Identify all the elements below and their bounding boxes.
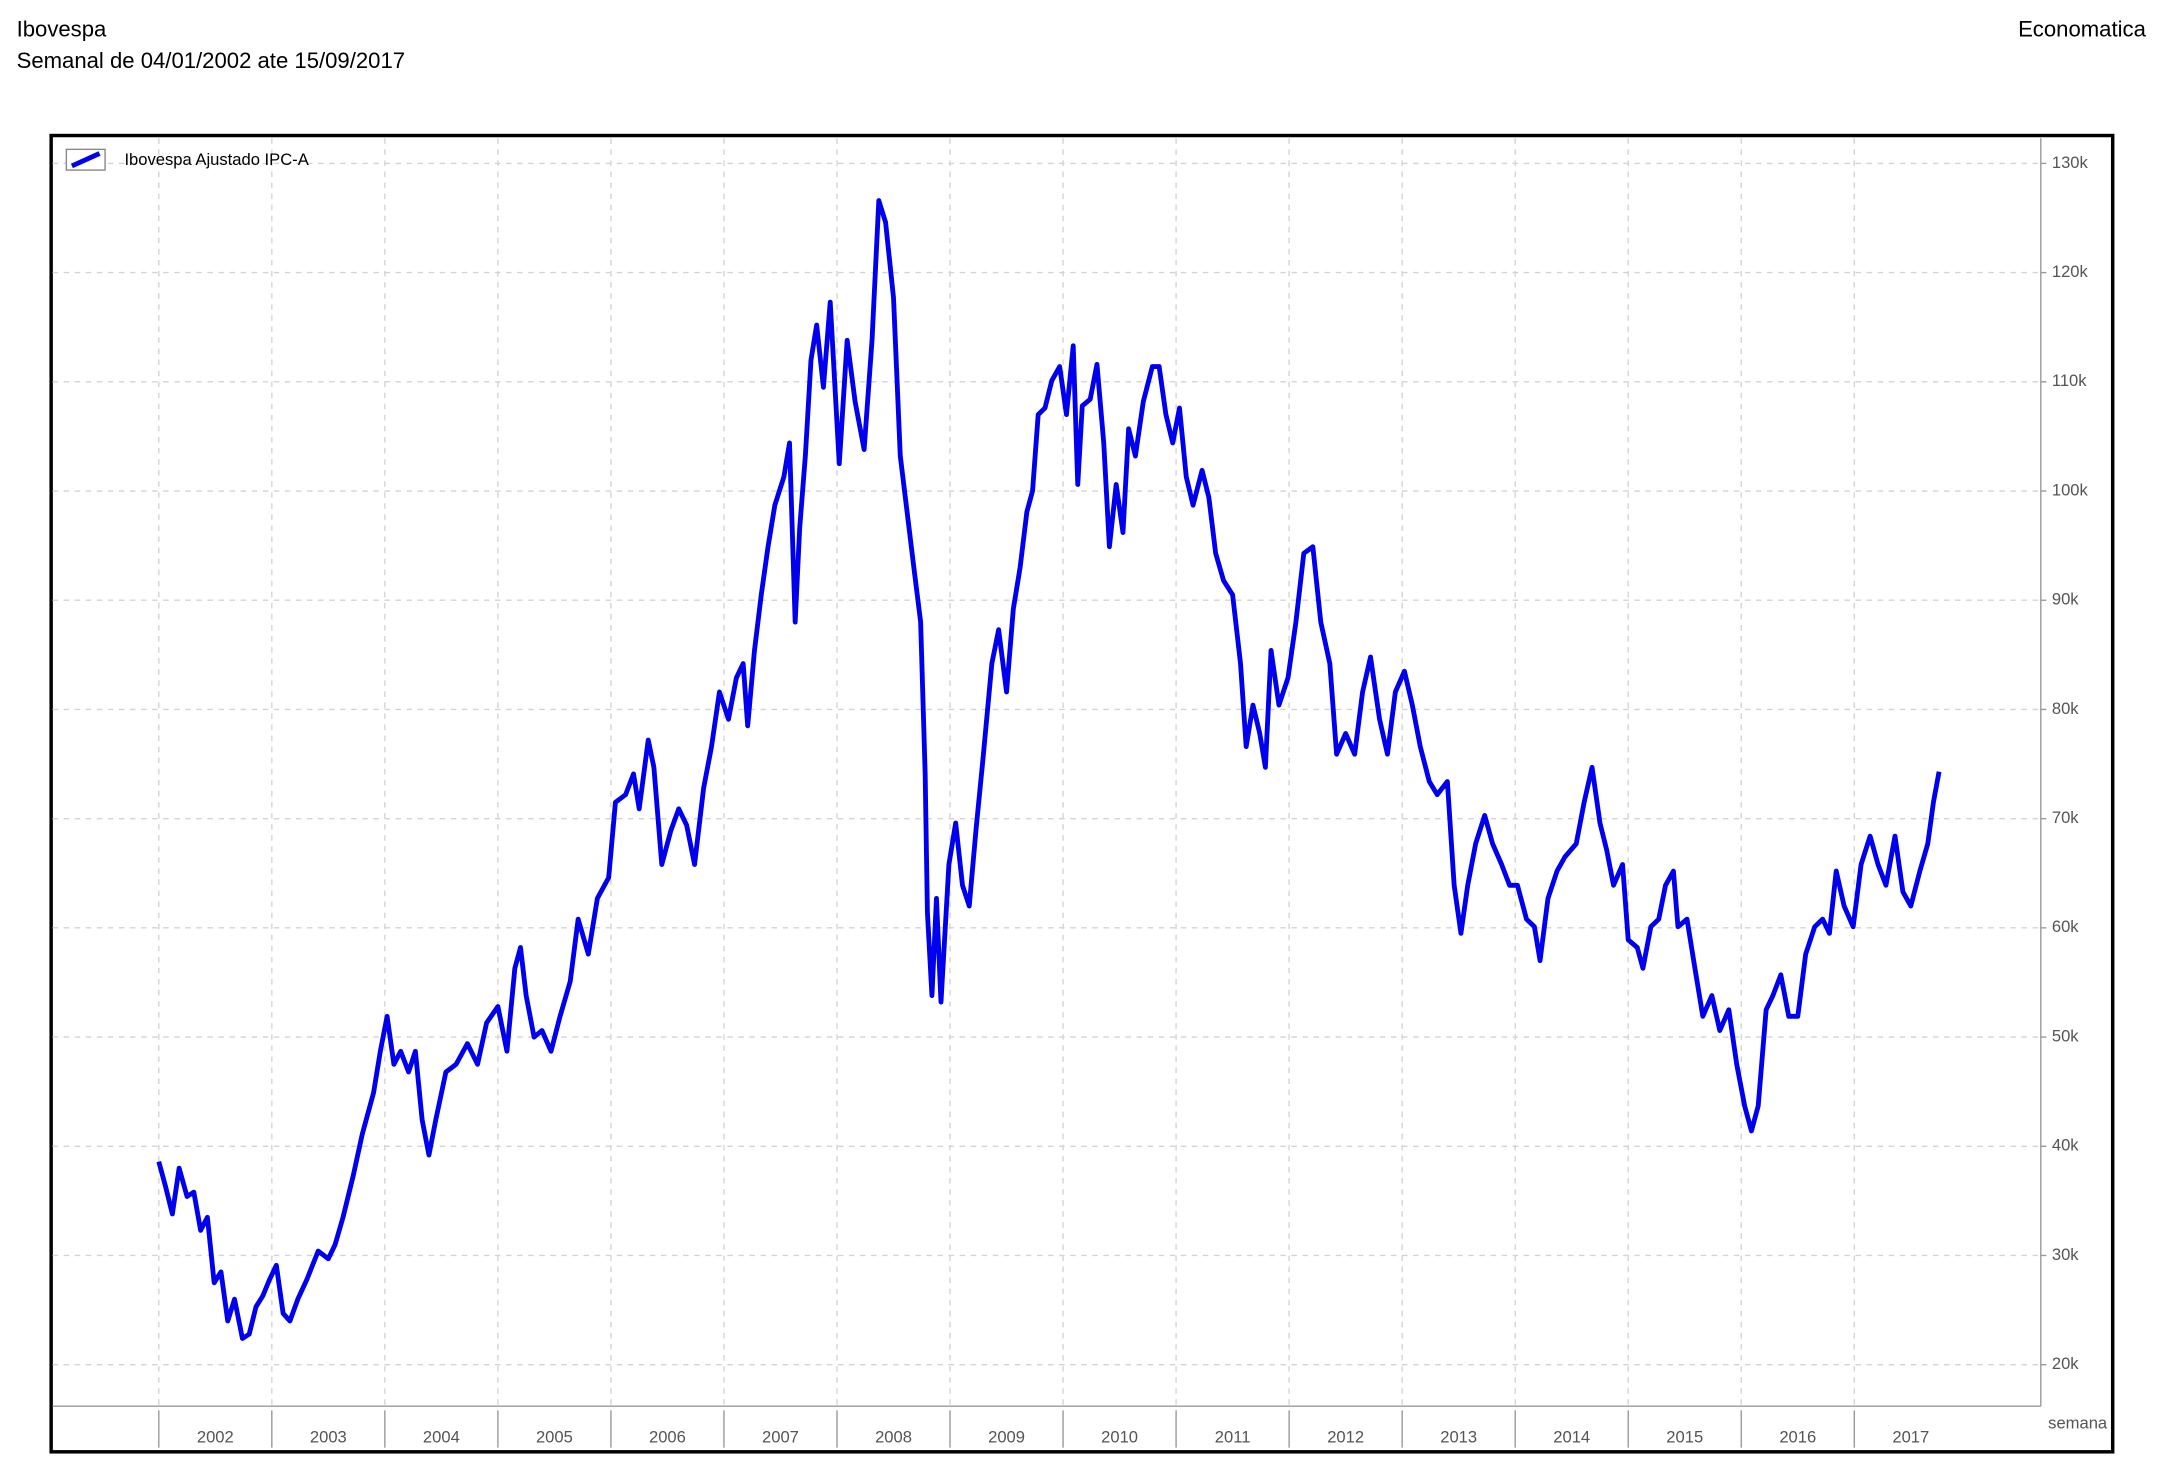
y-tick-label: 110k xyxy=(2052,371,2087,390)
x-axis-label: semana xyxy=(2048,1414,2108,1433)
x-tick-label: 2010 xyxy=(1101,1427,1138,1446)
y-tick-label: 20k xyxy=(2052,1354,2079,1373)
series-line xyxy=(156,198,1942,1341)
x-tick-label: 2015 xyxy=(1666,1427,1703,1446)
y-tick-label: 50k xyxy=(2052,1026,2079,1045)
y-tick-label: 30k xyxy=(2052,1245,2079,1264)
x-tick-label: 2013 xyxy=(1440,1427,1477,1446)
y-tick-label: 80k xyxy=(2052,699,2079,718)
legend-line xyxy=(70,151,101,169)
source-label: Economatica xyxy=(2018,16,2147,41)
y-tick-label: 130k xyxy=(2052,153,2089,172)
x-tick-label: 2011 xyxy=(1215,1427,1251,1446)
chart-subtitle: Semanal de 04/01/2002 ate 15/09/2017 xyxy=(17,48,405,73)
x-tick-label: 2006 xyxy=(649,1427,686,1446)
x-tick-label: 2003 xyxy=(310,1427,347,1446)
chart-title: Ibovespa xyxy=(17,16,107,41)
y-tick-label: 40k xyxy=(2052,1136,2079,1155)
x-tick-label: 2009 xyxy=(988,1427,1025,1446)
x-tick-label: 2004 xyxy=(423,1427,460,1446)
y-tick-label: 60k xyxy=(2052,917,2079,936)
x-tick-label: 2008 xyxy=(875,1427,912,1446)
y-tick-label: 90k xyxy=(2052,590,2079,609)
x-tick-label: 2007 xyxy=(762,1427,799,1446)
x-tick-label: 2002 xyxy=(197,1427,234,1446)
x-tick-label: 2014 xyxy=(1553,1427,1590,1446)
chart-frame xyxy=(49,133,2115,1454)
y-tick-label: 100k xyxy=(2052,480,2089,499)
x-tick-label: 2017 xyxy=(1892,1427,1929,1446)
y-tick-label: 120k xyxy=(2052,262,2089,281)
y-tick-label: 70k xyxy=(2052,808,2079,827)
x-tick-label: 2012 xyxy=(1327,1427,1364,1446)
x-tick-label: 2005 xyxy=(536,1427,573,1446)
legend-label: Ibovespa Ajustado IPC-A xyxy=(124,150,309,169)
x-tick-label: 2016 xyxy=(1779,1427,1816,1446)
